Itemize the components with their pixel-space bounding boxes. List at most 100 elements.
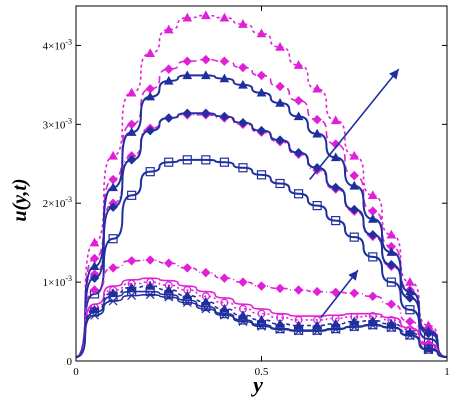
triangle-marker (367, 213, 378, 223)
diamond-marker (89, 273, 100, 283)
diamond-marker (164, 258, 174, 268)
series-lower-7 (75, 255, 448, 358)
square-marker (182, 155, 192, 165)
diamond-marker (201, 54, 211, 65)
triangle-marker (145, 48, 156, 58)
diamond-marker (349, 288, 359, 298)
annotations-group (309, 68, 400, 319)
diamond-marker (386, 260, 397, 270)
diamond-marker (238, 118, 248, 128)
triangle-marker (330, 115, 341, 125)
diamond-marker (145, 255, 155, 265)
triangle-marker (108, 150, 118, 160)
y-axis-label: u(y,t) (9, 178, 31, 221)
triangle-marker (293, 320, 304, 330)
square-marker (368, 320, 378, 330)
triangle-marker (219, 303, 230, 313)
square-marker (386, 277, 396, 287)
diamond-marker (126, 119, 137, 130)
square-marker (256, 170, 267, 180)
x-tick-label: 0.5 (255, 366, 269, 378)
x-marker-stroke (90, 310, 99, 320)
square-marker (238, 315, 248, 325)
triangle-marker (367, 190, 378, 200)
square-marker (164, 290, 174, 300)
triangle-marker (201, 70, 211, 80)
diamond-marker (349, 204, 359, 215)
x-marker-stroke (368, 321, 378, 330)
diamond-marker (256, 70, 267, 81)
series-upper-3 (75, 70, 448, 359)
square-marker (238, 163, 248, 173)
x-marker-stroke (349, 322, 359, 332)
diamond-marker (275, 135, 285, 145)
diamond-marker (201, 267, 211, 278)
x-tick-label: 0 (73, 366, 79, 378)
square-marker (127, 190, 137, 200)
series-line (75, 74, 448, 359)
x-marker-stroke (405, 331, 415, 341)
series-lower-8 (75, 277, 448, 358)
y-tick-label: 1×10-3 (43, 274, 72, 289)
diamond-marker (330, 182, 341, 193)
diamond-marker (330, 287, 341, 298)
x-marker-stroke (164, 292, 174, 302)
x-marker-stroke (331, 325, 341, 334)
triangle-marker (89, 304, 100, 314)
triangle-marker (275, 318, 285, 328)
series-line (75, 281, 448, 358)
triangle-marker (238, 19, 248, 28)
y-tick-label: 2×10-3 (43, 195, 72, 210)
triangle-marker (386, 229, 397, 239)
tick-labels-group: 0 0.5 1 0 1×10-3 2×10-3 3×10-3 4×10-3 (43, 6, 450, 378)
diamond-marker (368, 230, 378, 240)
y-tick-label: 0 (67, 356, 73, 368)
diamond-marker (108, 174, 118, 185)
diamond-marker (108, 263, 118, 273)
triangle-marker (256, 314, 267, 324)
square-marker (368, 252, 378, 262)
triangle-marker (163, 24, 174, 34)
triangle-marker (349, 150, 360, 160)
annotation-arrow (309, 68, 400, 181)
square-marker (164, 157, 174, 167)
x-axis-label: y (250, 372, 263, 397)
square-marker (331, 215, 341, 226)
diamond-marker (182, 56, 193, 66)
series-lower-12 (75, 290, 448, 358)
square-marker (145, 167, 155, 177)
triangle-marker (219, 12, 230, 22)
triangle-marker (386, 247, 397, 256)
diamond-marker (312, 286, 322, 297)
triangle-marker (349, 316, 360, 326)
triangle-marker (256, 87, 267, 97)
x-marker-stroke (312, 326, 322, 336)
diamond-marker (405, 293, 415, 303)
diamond-marker (89, 253, 100, 264)
diamond-marker (349, 170, 359, 181)
square-marker (201, 301, 211, 312)
y-tick-label: 3×10-3 (43, 116, 72, 131)
triangle-marker (275, 41, 285, 51)
triangle-marker (293, 60, 304, 69)
x-marker-stroke (182, 298, 192, 308)
square-marker (219, 309, 229, 319)
series-upper-2 (75, 54, 448, 358)
series-upper-6 (75, 155, 448, 359)
square-marker (182, 295, 192, 305)
triangle-marker (108, 182, 118, 192)
x-tick-label: 1 (444, 366, 450, 378)
diamond-marker (89, 285, 100, 295)
x-marker-stroke (219, 310, 229, 320)
diamond-marker (256, 281, 267, 291)
series-line (75, 290, 448, 358)
diamond-marker (164, 64, 174, 74)
diamond-marker (219, 273, 230, 283)
triangle-marker (275, 98, 285, 107)
triangle-marker (163, 75, 174, 85)
x-marker-stroke (294, 326, 304, 336)
triangle-marker (256, 28, 267, 38)
diamond-marker (386, 299, 397, 309)
